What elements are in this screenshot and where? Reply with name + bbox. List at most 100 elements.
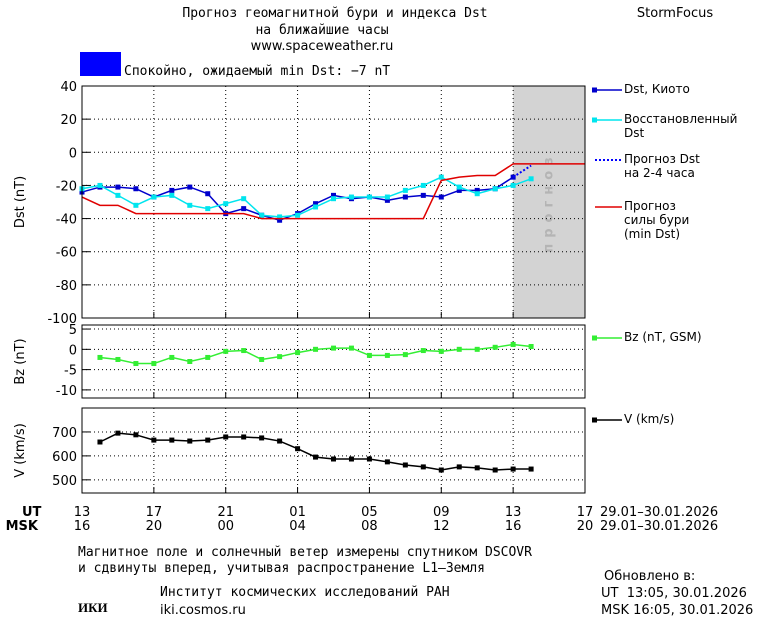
- data-point: [366, 194, 372, 200]
- x-tick-label: 20: [146, 519, 163, 534]
- legend-label: V (km/s): [624, 412, 675, 426]
- legend-label: Прогноз силы бури (min Dst): [624, 199, 690, 241]
- data-point: [366, 456, 372, 462]
- data-point: [277, 438, 283, 444]
- x-tick-label: 16: [74, 519, 91, 534]
- data-point: [474, 187, 480, 193]
- data-point: [241, 196, 247, 202]
- x-tick-label: 04: [289, 519, 306, 534]
- data-point: [420, 182, 426, 188]
- legend-label: Dst, Киото: [624, 82, 690, 96]
- plot-frame: [81, 407, 586, 494]
- data-point: [456, 464, 462, 470]
- data-point: [402, 352, 408, 358]
- data-point: [115, 430, 121, 436]
- data-point: [492, 344, 498, 350]
- data-point: [169, 437, 175, 443]
- data-point: [133, 202, 139, 208]
- data-point: [474, 191, 480, 197]
- x-tick-label: 08: [361, 519, 378, 534]
- data-point: [151, 437, 157, 443]
- y-tick-label: -20: [56, 179, 77, 194]
- data-point: [348, 194, 354, 200]
- y-tick-label: -40: [56, 213, 77, 228]
- updated-msk: MSK 16:05, 30.01.2026: [601, 603, 753, 618]
- y-tick-label: 5: [69, 323, 77, 338]
- y-tick-label: 700: [52, 426, 77, 441]
- legend-label: Восстановленный Dst: [624, 112, 738, 140]
- x-tick-label: 09: [433, 505, 450, 520]
- date-range: 29.01–30.01.2026: [600, 519, 718, 534]
- data-point: [97, 354, 103, 360]
- x-tick-label: 00: [217, 519, 234, 534]
- data-point: [223, 348, 229, 354]
- title: Прогноз геомагнитной бури и индекса Dst: [182, 6, 487, 21]
- legend-label: Bz (nT, GSM): [624, 330, 702, 344]
- status-box: [80, 52, 121, 76]
- plot-frame: [81, 85, 586, 319]
- y-tick-label: 40: [60, 80, 77, 95]
- brand: StormFocus: [637, 6, 713, 21]
- logo: ИКИ: [78, 600, 108, 615]
- data-point: [492, 467, 498, 473]
- data-point: [115, 192, 121, 198]
- data-point: [348, 345, 354, 351]
- data-point: [438, 348, 444, 354]
- data-point: [133, 361, 139, 367]
- data-point: [205, 206, 211, 212]
- x-row-label: MSK: [6, 519, 39, 534]
- x-tick-label: 16: [505, 519, 522, 534]
- data-point: [241, 434, 247, 440]
- data-point: [259, 212, 265, 218]
- data-point: [420, 192, 426, 198]
- data-point: [259, 435, 265, 441]
- plot-frame: [81, 324, 586, 399]
- data-point: [528, 176, 534, 182]
- data-point: [384, 459, 390, 465]
- data-point: [169, 192, 175, 198]
- data-point: [402, 462, 408, 468]
- x-tick-label: 05: [361, 505, 378, 520]
- data-point: [277, 354, 283, 360]
- date-range: 29.01–30.01.2026: [600, 505, 718, 520]
- data-point: [187, 202, 193, 208]
- data-point: [187, 184, 193, 190]
- data-point: [510, 174, 516, 180]
- x-tick-label: 12: [433, 519, 450, 534]
- data-point: [97, 439, 103, 445]
- data-point: [169, 187, 175, 193]
- data-point: [420, 348, 426, 354]
- x-tick-label: 17: [146, 505, 163, 520]
- data-point: [115, 184, 121, 190]
- data-point: [348, 456, 354, 462]
- data-point: [384, 352, 390, 358]
- data-point: [313, 454, 319, 460]
- data-point: [331, 456, 336, 462]
- y-tick-label: -100: [47, 312, 77, 327]
- series-line: [512, 164, 532, 178]
- forecast-region: [513, 86, 585, 318]
- legend-label: Прогноз Dst на 2-4 часа: [624, 152, 700, 180]
- data-point: [528, 343, 534, 349]
- data-point: [151, 194, 157, 200]
- data-point: [438, 194, 444, 200]
- data-point: [223, 201, 229, 207]
- data-point: [510, 466, 516, 472]
- forecast-label: прогноз: [542, 151, 557, 252]
- data-point: [384, 194, 390, 200]
- data-point: [456, 346, 462, 352]
- data-point: [366, 352, 372, 358]
- data-point: [205, 437, 211, 443]
- data-point: [456, 184, 462, 190]
- data-point: [277, 214, 283, 220]
- data-point: [492, 186, 498, 192]
- x-tick-label: 01: [289, 505, 306, 520]
- status-text: Спокойно, ожидаемый min Dst: −7 nT: [124, 64, 390, 79]
- series-line: [81, 163, 585, 220]
- data-point: [456, 187, 462, 193]
- subtitle: на ближайшие часы: [255, 23, 388, 38]
- y-axis-label: V (km/s): [13, 423, 28, 478]
- y-tick-label: 0: [69, 343, 77, 358]
